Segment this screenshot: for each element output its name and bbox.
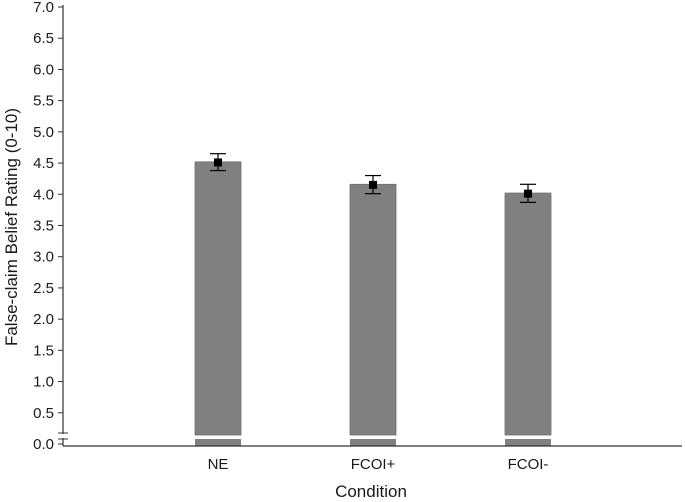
x-ticks-layer: NE FCOI+ FCOI-	[208, 456, 549, 473]
y-tick-label: 4.5	[33, 155, 54, 172]
bar	[194, 161, 242, 436]
bar-base-segment	[505, 439, 551, 446]
mean-marker	[524, 189, 532, 198]
axis-break-gap	[58, 434, 68, 438]
y-tick-label: 2.0	[33, 311, 54, 328]
y-tick-label: 6.0	[33, 61, 54, 78]
bar	[504, 192, 552, 436]
y-tick-label: 2.5	[33, 280, 54, 297]
y-tick-label: 0.0	[33, 436, 54, 453]
y-tick-label: 3.5	[33, 218, 54, 235]
y-tick-label: 3.0	[33, 249, 54, 266]
x-tick-label: FCOI-	[508, 456, 549, 473]
x-axis-title: Condition	[335, 482, 407, 501]
y-tick-label: 4.0	[33, 186, 54, 203]
bars-layer	[194, 161, 552, 446]
y-tick-label: 5.5	[33, 93, 54, 110]
bar-base-segment	[195, 439, 241, 446]
y-tick-label: 7.0	[33, 0, 54, 16]
y-tick-label: 5.0	[33, 124, 54, 141]
y-axis-title: False-claim Belief Rating (0-10)	[2, 108, 21, 346]
y-tick-label: 0.5	[33, 405, 54, 422]
x-tick-label: FCOI+	[351, 456, 396, 473]
y-tick-label: 6.5	[33, 30, 54, 47]
mean-marker	[369, 180, 377, 189]
mean-marker	[214, 158, 222, 167]
bar	[349, 183, 397, 436]
error-bars-layer	[210, 153, 536, 204]
bar-base-segment	[350, 439, 396, 446]
y-ticks-layer: 0.0 0.5 1.0 1.5 2.0 2.5 3.0 3.5 4.0 4.5 5.0 5.5 6.0 6…	[33, 0, 63, 453]
x-tick-label: NE	[208, 456, 229, 473]
y-tick-label: 1.0	[33, 374, 54, 391]
y-tick-label: 1.5	[33, 342, 54, 359]
